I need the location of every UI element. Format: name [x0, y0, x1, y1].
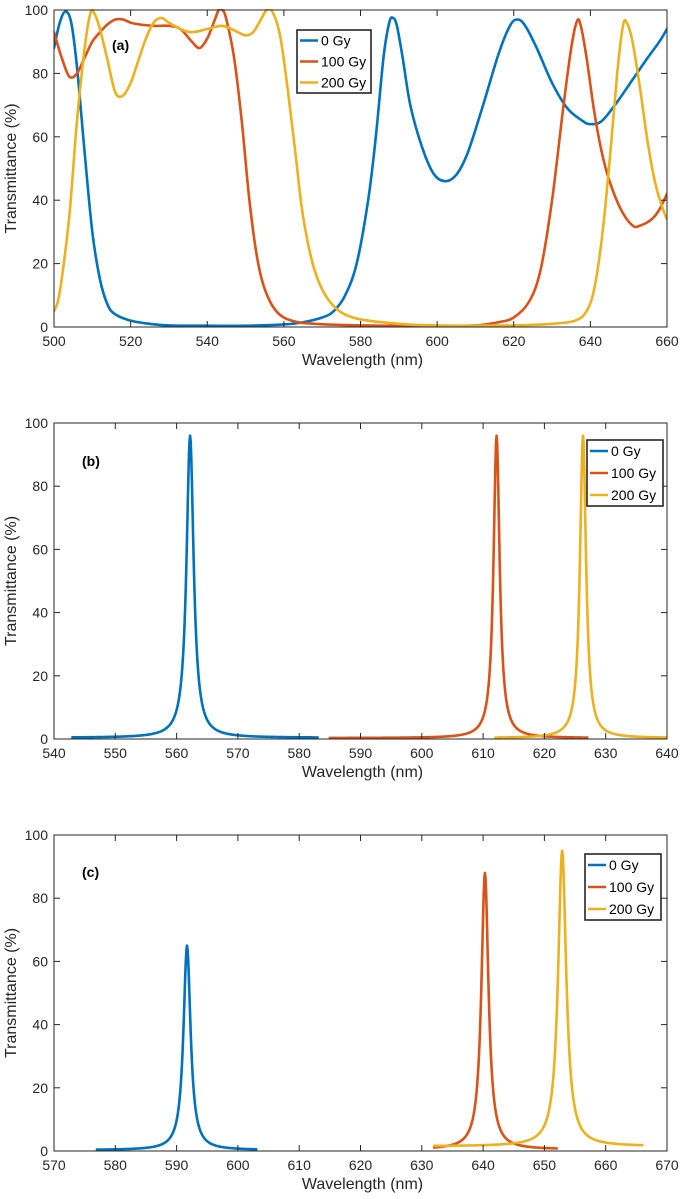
y-tick-label: 60: [32, 953, 48, 969]
legend-label: 100 Gy: [611, 465, 656, 481]
y-tick-label: 60: [32, 541, 48, 557]
x-axis-label: Wavelength (nm): [302, 352, 423, 369]
x-tick-label: 520: [119, 333, 143, 349]
x-tick-label: 600: [410, 745, 434, 761]
panel-label: (a): [112, 37, 129, 53]
x-tick-label: 560: [272, 333, 296, 349]
y-tick-label: 100: [25, 415, 49, 431]
x-tick-label: 590: [349, 745, 373, 761]
y-tick-label: 0: [40, 1143, 48, 1159]
legend: 0 Gy 100 Gy 200 Gy: [584, 853, 662, 921]
x-tick-label: 590: [165, 1157, 189, 1173]
legend-label: 0 Gy: [321, 33, 351, 49]
series-line-0-gy: [95, 944, 258, 1151]
x-tick-label: 610: [288, 1157, 312, 1173]
legend: 0 Gy 100 Gy 200 Gy: [586, 439, 664, 507]
y-tick-label: 100: [25, 827, 49, 843]
y-tick-label: 20: [32, 1080, 48, 1096]
x-tick-label: 620: [502, 333, 526, 349]
x-tick-label: 640: [655, 745, 679, 761]
y-tick-label: 80: [32, 478, 48, 494]
x-tick-label: 640: [471, 1157, 495, 1173]
y-tick-label: 20: [32, 668, 48, 684]
x-tick-label: 620: [533, 745, 557, 761]
x-tick-label: 630: [594, 745, 618, 761]
y-tick-label: 40: [32, 1017, 48, 1033]
y-axis-label: Transmittance (%): [3, 516, 20, 646]
y-tick-label: 100: [25, 2, 49, 18]
series-group: [95, 849, 644, 1151]
x-axis-label: Wavelength (nm): [302, 1176, 423, 1193]
x-tick-label: 600: [425, 333, 449, 349]
series-line-100-gy: [54, 9, 667, 327]
legend-label: 200 Gy: [611, 487, 656, 503]
y-tick-label: 80: [32, 65, 48, 81]
series-line-0-gy: [71, 434, 319, 739]
x-tick-label: 580: [349, 333, 373, 349]
x-tick-label: 660: [594, 1157, 618, 1173]
y-tick-label: 60: [32, 129, 48, 145]
x-tick-label: 650: [533, 1157, 557, 1173]
x-tick-label: 570: [42, 1157, 66, 1173]
y-tick-label: 80: [32, 890, 48, 906]
x-tick-label: 610: [471, 745, 495, 761]
chart-panel-1: 500 520 540 560 580 600 620 640 660 0 20 40 60 80 100 W…: [3, 2, 679, 369]
panel-label: (c): [82, 864, 99, 880]
legend-label: 200 Gy: [321, 75, 366, 91]
y-tick-label: 40: [32, 192, 48, 208]
y-axis-label: Transmittance (%): [3, 928, 20, 1058]
series-line-100-gy: [328, 434, 589, 739]
legend-label: 100 Gy: [609, 879, 654, 895]
y-axis-label: Transmittance (%): [3, 103, 20, 233]
x-tick-label: 570: [226, 745, 250, 761]
x-tick-label: 560: [165, 745, 189, 761]
x-tick-label: 620: [349, 1157, 373, 1173]
panel-label: (b): [82, 453, 100, 469]
x-tick-label: 540: [196, 333, 220, 349]
chart-panel-2: 540 550 560 570 580 590 600 610 620 630 640 0 20 40 60…: [3, 415, 679, 781]
x-tick-label: 580: [288, 745, 312, 761]
series-group: [71, 434, 667, 739]
x-tick-label: 540: [42, 745, 66, 761]
series-line-200-gy: [432, 849, 644, 1148]
x-tick-label: 580: [104, 1157, 128, 1173]
legend-label: 100 Gy: [321, 54, 366, 70]
series-line-200-gy: [494, 434, 667, 739]
x-axis-label: Wavelength (nm): [302, 764, 423, 781]
legend-label: 200 Gy: [609, 901, 654, 917]
y-tick-label: 20: [32, 256, 48, 272]
y-tick-label: 0: [40, 319, 48, 335]
legend-label: 0 Gy: [609, 857, 639, 873]
x-tick-label: 500: [42, 333, 66, 349]
x-tick-label: 550: [104, 745, 128, 761]
legend-label: 0 Gy: [611, 443, 641, 459]
x-tick-label: 630: [410, 1157, 434, 1173]
series-line-100-gy: [432, 871, 558, 1150]
x-tick-label: 600: [226, 1157, 250, 1173]
x-tick-label: 640: [579, 333, 603, 349]
x-tick-label: 660: [655, 333, 679, 349]
legend: 0 Gy 100 Gy 200 Gy: [296, 29, 372, 94]
y-tick-label: 40: [32, 605, 48, 621]
chart-panel-3: 570 580 590 600 610 620 630 640 650 660 670 0 20 40 60…: [3, 827, 679, 1193]
x-tick-label: 670: [655, 1157, 679, 1173]
y-tick-label: 0: [40, 731, 48, 747]
